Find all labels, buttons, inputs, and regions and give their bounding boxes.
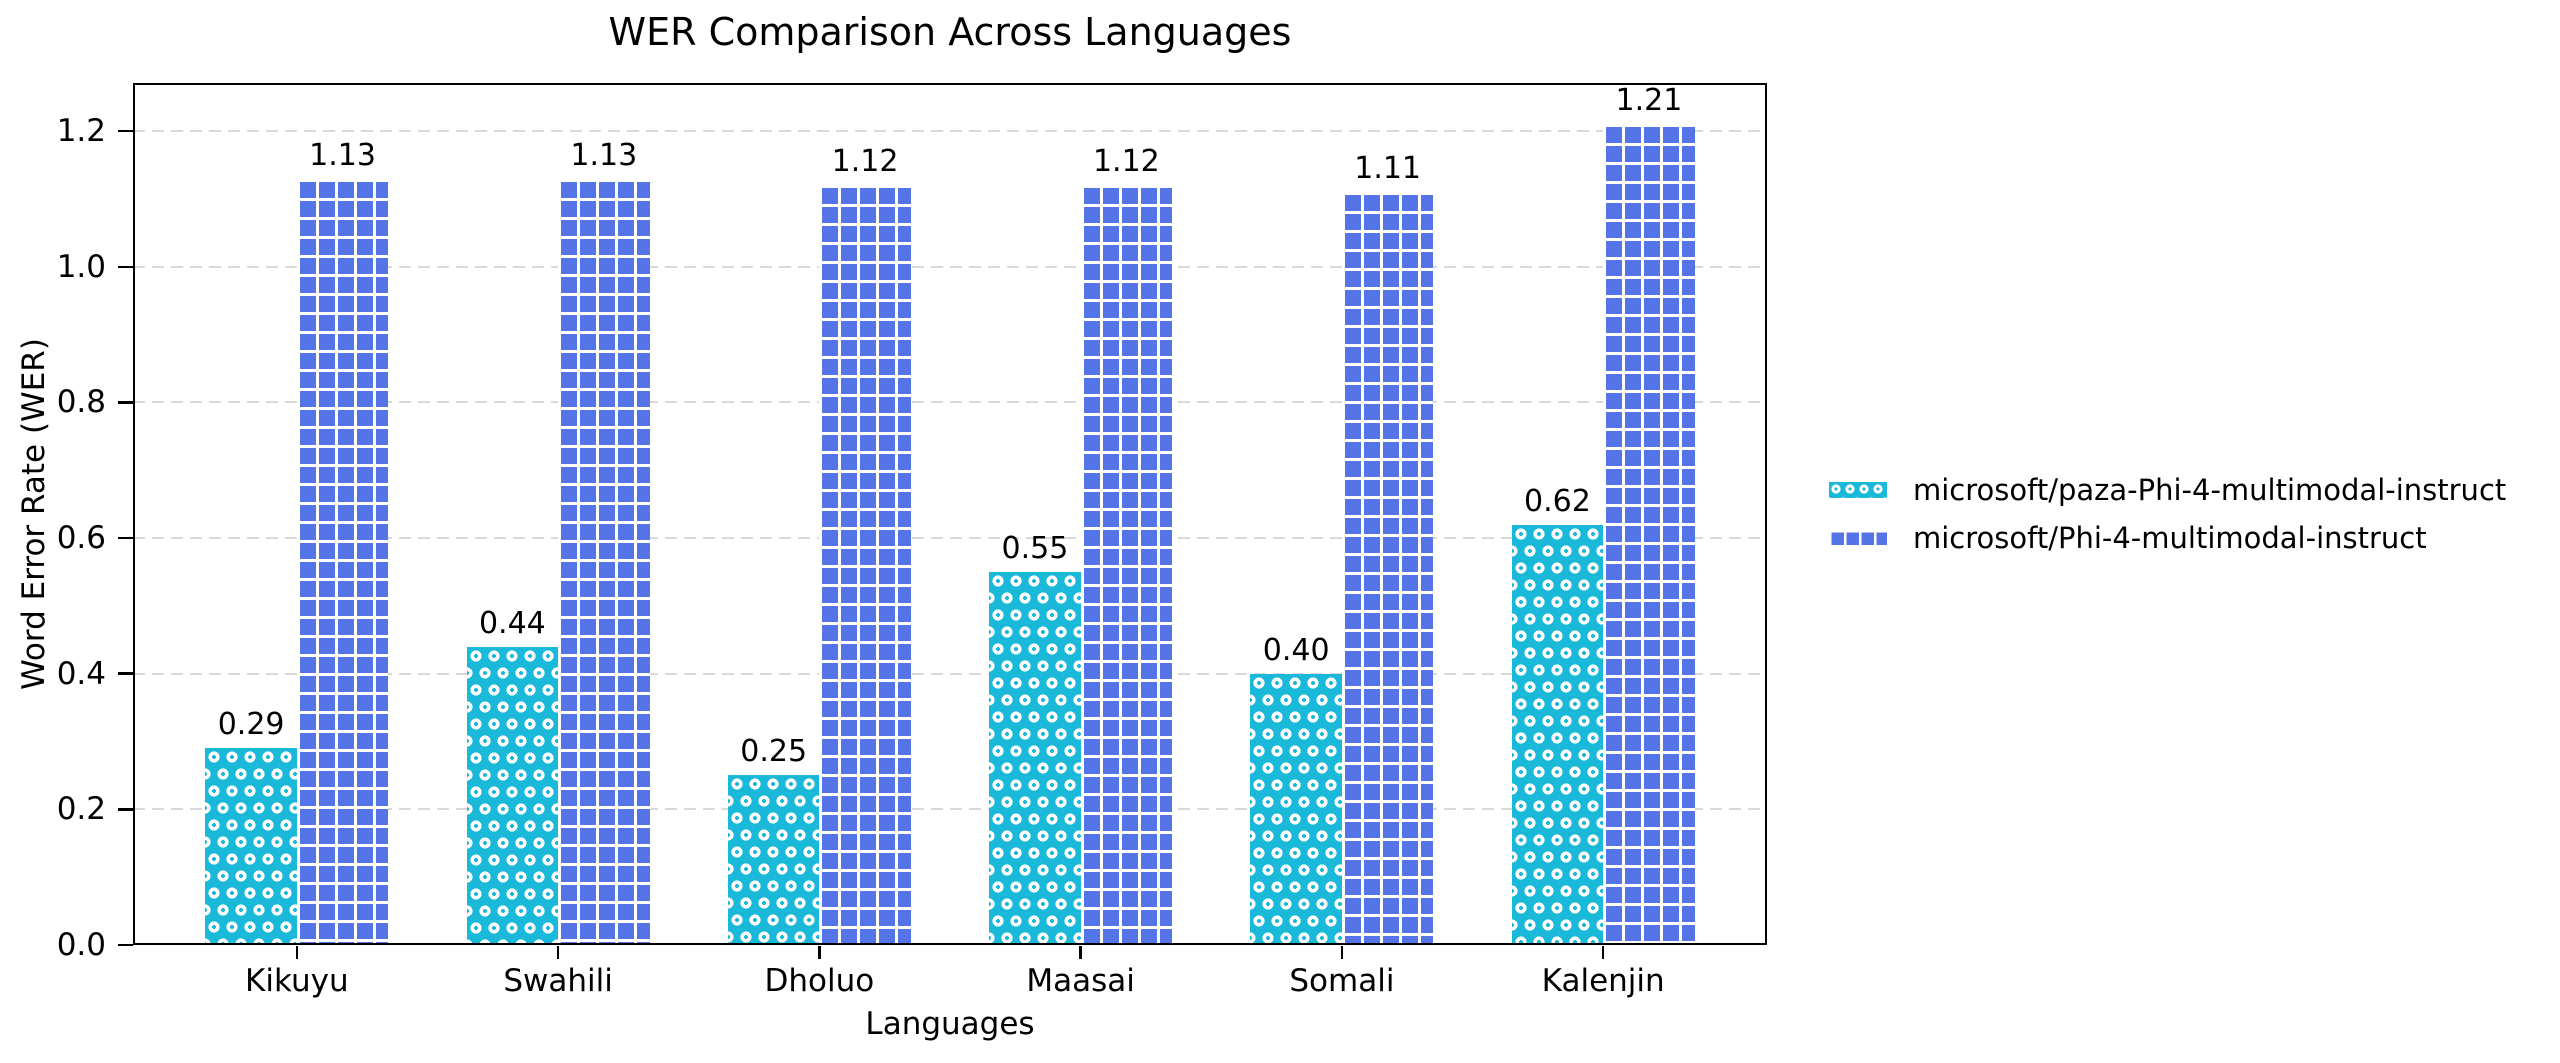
x-tick-mark-somali — [1340, 946, 1344, 959]
bar-paza-phi4-maasai — [989, 572, 1081, 945]
gridline-y-1.0 — [133, 265, 1767, 268]
y-tick-mark-1.2 — [118, 129, 133, 133]
x-tick-label-swahili: Swahili — [503, 963, 613, 999]
bar-paza-phi4-dholuo — [727, 775, 820, 945]
bar-value-phi4-maasai: 1.12 — [1092, 144, 1160, 180]
gridline-y-0.8 — [133, 401, 1767, 404]
bar-value-paza-phi4-kikuyu: 0.29 — [217, 707, 285, 743]
bar-phi4-maasai — [1080, 185, 1173, 945]
bar-value-paza-phi4-swahili: 0.44 — [478, 605, 546, 641]
x-tick-label-kalenjin: Kalenjin — [1541, 963, 1665, 999]
bar-phi4-kalenjin — [1603, 124, 1695, 945]
bar-value-phi4-kalenjin: 1.21 — [1615, 83, 1683, 119]
y-tick-mark-0.2 — [118, 808, 133, 811]
x-tick-label-kikuyu: Kikuyu — [245, 963, 349, 999]
bar-phi4-swahili — [558, 178, 650, 945]
x-tick-mark-swahili — [556, 946, 560, 959]
legend-item-phi: microsoft/Phi-4-multimodal-instruct — [1829, 521, 2506, 555]
legend: microsoft/paza-Phi-4-multimodal-instruct… — [1829, 473, 2507, 570]
bar-phi4-kikuyu — [296, 178, 389, 945]
bar-value-phi4-swahili: 1.13 — [570, 137, 638, 173]
bar-value-paza-phi4-somali: 0.40 — [1262, 632, 1330, 668]
bar-phi4-dholuo — [819, 185, 911, 945]
bar-value-phi4-kikuyu: 1.13 — [309, 137, 376, 173]
x-tick-mark-dholuo — [818, 946, 821, 959]
y-tick-label-0.6: 0.6 — [56, 520, 106, 557]
x-axis-label: Languages — [865, 1006, 1035, 1042]
legend-label-phi-4: microsoft/Phi-4-multimodal-instruct — [1913, 521, 2427, 555]
bar-value-phi4-dholuo: 1.12 — [831, 144, 899, 180]
y-tick-mark-0.6 — [118, 536, 133, 540]
bar-value-phi4-somali: 1.11 — [1354, 151, 1422, 187]
y-tick-mark-0.4 — [118, 672, 133, 675]
x-tick-mark-kalenjin — [1601, 946, 1605, 959]
bar-value-paza-phi4-kalenjin: 0.62 — [1524, 483, 1591, 519]
x-tick-label-maasai: Maasai — [1026, 963, 1135, 999]
bar-paza-phi4-swahili — [466, 646, 559, 945]
y-tick-label-0.8: 0.8 — [56, 384, 106, 421]
y-tick-label-1.0: 1.0 — [56, 248, 106, 285]
x-tick-label-dholuo: Dholuo — [764, 963, 875, 999]
x-tick-mark-maasai — [1079, 946, 1082, 959]
legend-item-paza: microsoft/paza-Phi-4-multimodal-instruct — [1829, 473, 2507, 507]
y-tick-mark-0.8 — [118, 401, 133, 404]
bar-paza-phi4-kikuyu — [205, 748, 297, 945]
legend-swatch-phi-4-icon — [1829, 530, 1887, 546]
gridline-y-0.4 — [133, 672, 1767, 675]
x-tick-mark-kikuyu — [295, 946, 299, 959]
y-tick-mark-1.0 — [118, 265, 133, 269]
chart-title: WER Comparison Across Languages — [608, 10, 1292, 54]
legend-swatch-paza-phi-4-icon — [1829, 482, 1887, 498]
y-tick-label-1.2: 1.2 — [56, 113, 106, 150]
bar-value-paza-phi4-dholuo: 0.25 — [740, 734, 808, 770]
bar-paza-phi4-somali — [1250, 673, 1342, 945]
y-tick-label-0.0: 0.0 — [56, 927, 106, 963]
bar-paza-phi4-kalenjin — [1511, 524, 1604, 945]
gridline-y-0.2 — [133, 808, 1767, 811]
bar-value-paza-phi4-maasai: 0.55 — [1001, 531, 1069, 566]
legend-label-paza-phi-4: microsoft/paza-Phi-4-multimodal-instruct — [1913, 473, 2507, 507]
gridline-y-1.2 — [133, 130, 1767, 133]
gridline-y-0.6 — [133, 537, 1767, 540]
y-tick-label-0.4: 0.4 — [56, 655, 106, 692]
bar-phi4-somali — [1341, 192, 1434, 945]
y-tick-mark-0.0 — [118, 943, 133, 947]
y-tick-label-0.2: 0.2 — [56, 791, 106, 828]
x-tick-label-somali: Somali — [1289, 963, 1395, 999]
plot-area: 0.29 1.13 0.44 1.13 0.25 1.12 0.55 1.12 0.40 1.11… — [133, 83, 1767, 945]
